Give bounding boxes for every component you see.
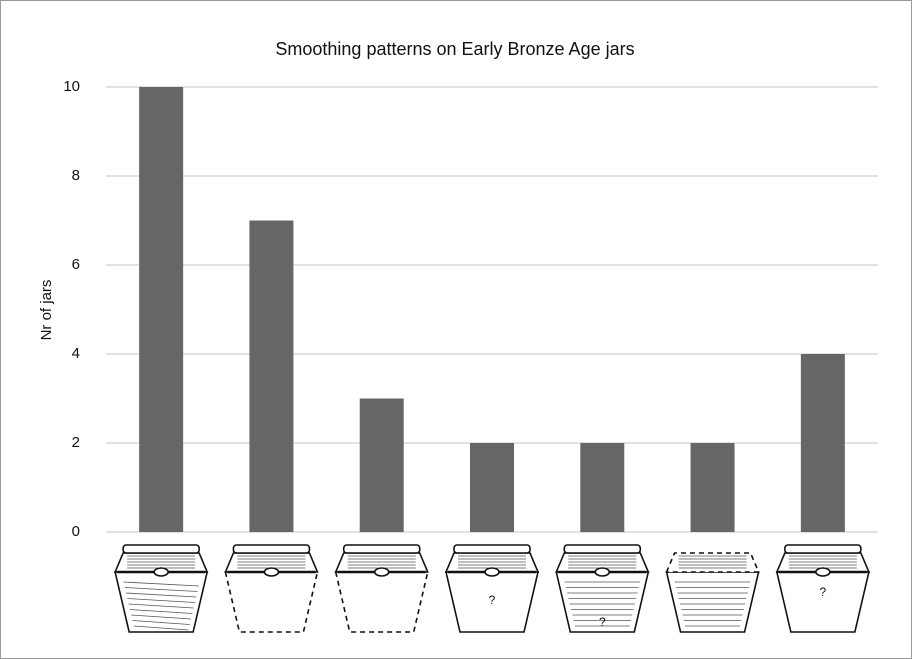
jar-lug [485,568,499,576]
chart-title: Smoothing patterns on Early Bronze Age j… [275,39,634,59]
jar [446,545,538,632]
jar-body [336,572,428,632]
jar [667,553,759,632]
jar-annotation: ? [820,585,827,599]
jar-annotation: ? [489,593,496,607]
y-tick-label: 6 [72,256,80,273]
chart: Smoothing patterns on Early Bronze Age j… [0,0,912,659]
jar-body [225,572,317,632]
bar [691,443,735,532]
jar [115,545,207,632]
y-tick-label: 4 [72,345,80,362]
jar-body [777,572,869,632]
jar-rim [785,545,861,553]
jar-rim [564,545,640,553]
bar [249,221,293,533]
bar [580,443,624,532]
jar-body [115,572,207,632]
bar [470,443,514,532]
jar [336,545,428,632]
y-axis-label: Nr of jars [38,280,55,341]
jar-rim [123,545,199,553]
y-tick-label: 8 [72,167,80,184]
jar-body [667,572,759,632]
jar-lug [264,568,278,576]
jar-rim [233,545,309,553]
jar-annotation: ? [599,615,606,629]
bar [139,87,183,532]
y-tick-label: 0 [72,523,80,540]
jar-lug [595,568,609,576]
jar-rim [454,545,530,553]
jar [225,545,317,632]
y-tick-label: 2 [72,434,80,451]
y-tick-label: 10 [63,78,80,95]
bar [360,399,404,533]
jar-lug [154,568,168,576]
bar [801,354,845,532]
jar-lug [816,568,830,576]
jar-rim [344,545,420,553]
jar-lug [375,568,389,576]
